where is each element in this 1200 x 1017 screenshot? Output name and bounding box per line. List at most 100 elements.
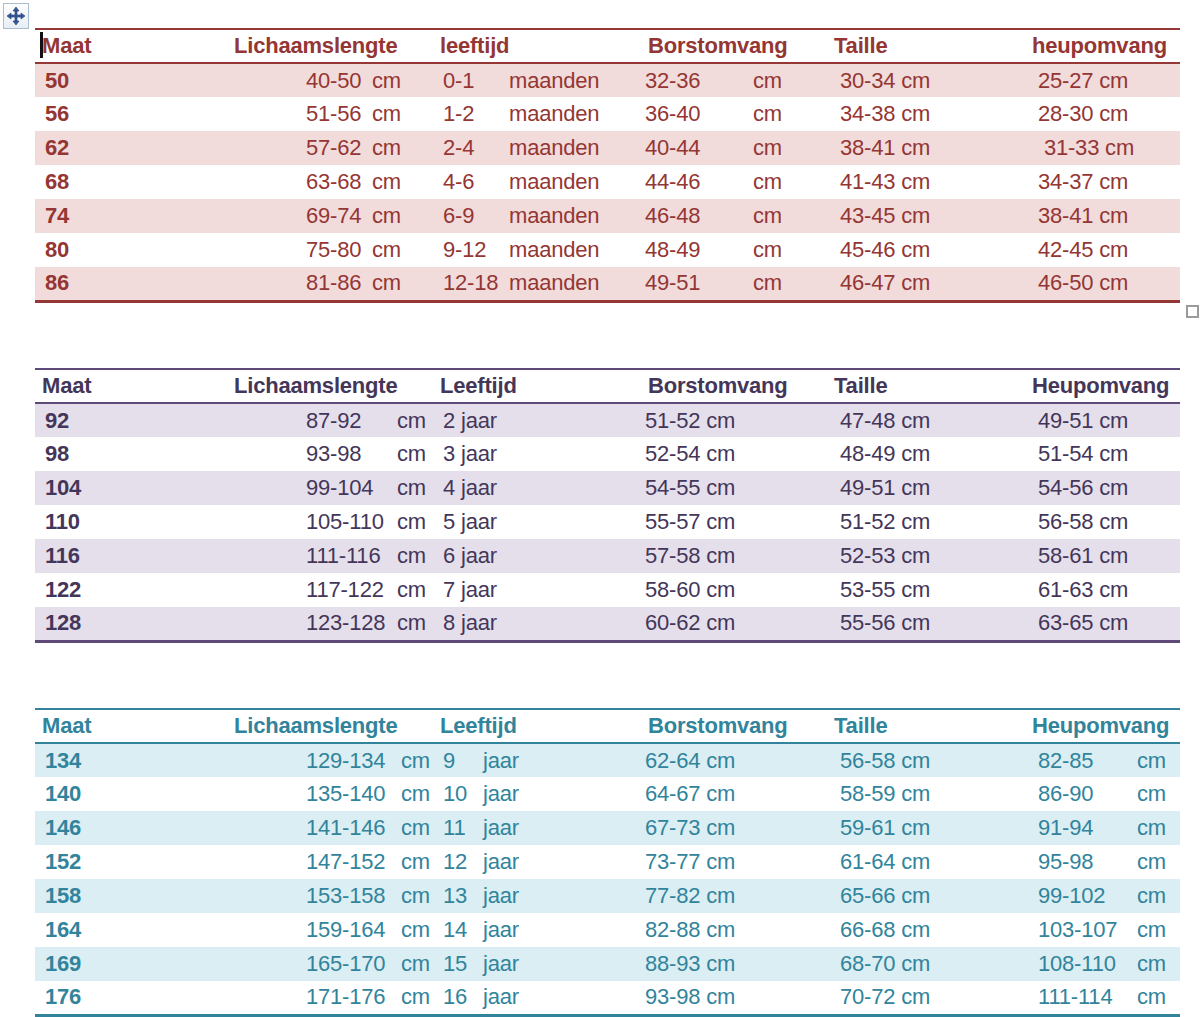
table-row: 146141-146cm11jaar67-73 cm59-61 cm91-94c… [35,811,1180,845]
cell-heupomvang: 54-56 cm [1030,471,1180,505]
value-range: 87-92 [306,408,397,434]
header-row: MaatLichaamslengteLeeftijdBorstomvangTai… [35,709,1180,743]
cell-lichaamslengte: 51-56cm [230,97,435,131]
column-header-borstomvang: Borstomvang [638,29,828,63]
value-range: 111-116 [306,543,397,569]
cell-lichaamslengte: 123-128cm [230,607,435,641]
table-row: 110105-110cm5 jaar55-57 cm51-52 cm56-58 … [35,505,1180,539]
value-range: 2-4 [443,135,509,161]
cell-heupomvang: 38-41 cm [1030,199,1180,233]
column-header-taille: Taille [828,29,1030,63]
cell-lichaamslengte: 87-92cm [230,403,435,437]
value-range: 95-98 [1038,849,1137,875]
cell-taille: 38-41 cm [828,131,1030,165]
column-header-taille: Taille [828,709,1030,743]
value-unit: cm [753,68,782,93]
cell-taille: 49-51 cm [828,471,1030,505]
cell-lichaamslengte: 105-110cm [230,505,435,539]
cell-leeftijd: 16jaar [435,981,638,1015]
value-unit: maanden [509,68,599,93]
cell-leeftijd: 9-12maanden [435,233,638,267]
value-range: 40-44 [645,135,753,161]
cell-maat: 116 [35,539,230,573]
value-unit: jaar [483,849,519,874]
cell-heupomvang: 46-50 cm [1030,267,1180,301]
value-range: 9 [443,748,483,774]
cell-heupomvang: 91-94cm [1030,811,1180,845]
table-move-handle[interactable] [3,3,29,29]
cell-taille: 53-55 cm [828,573,1030,607]
table-row: 6863-68cm4-6maanden44-46cm41-43 cm34-37 … [35,165,1180,199]
table-row: 128123-128cm8 jaar60-62 cm55-56 cm63-65 … [35,607,1180,641]
cell-maat: 92 [35,403,230,437]
value-unit: jaar [483,781,519,806]
table-row: 116111-116cm6 jaar57-58 cm52-53 cm58-61 … [35,539,1180,573]
cell-taille: 45-46 cm [828,233,1030,267]
value-unit: jaar [483,815,519,840]
cell-taille: 51-52 cm [828,505,1030,539]
value-range: 51-56 [306,101,372,127]
column-header-leeftijd: Leeftijd [435,709,638,743]
cell-leeftijd: 15jaar [435,947,638,981]
column-header-leeftijd: Leeftijd [435,369,638,403]
value-range: 69-74 [306,203,372,229]
table-resize-handle[interactable] [1186,305,1199,318]
value-range: 75-80 [306,237,372,263]
cell-heupomvang: 34-37 cm [1030,165,1180,199]
value-unit: cm [1137,917,1166,942]
cell-heupomvang: 82-85cm [1030,743,1180,777]
value-unit: cm [372,270,401,295]
cell-leeftijd: 10jaar [435,777,638,811]
cell-borstomvang: 93-98 cm [638,981,828,1015]
value-unit: cm [401,781,430,806]
value-range: 6-9 [443,203,509,229]
cell-borstomvang: 64-67 cm [638,777,828,811]
size-table-teens: MaatLichaamslengteLeeftijdBorstomvangTai… [35,708,1180,1017]
value-unit: cm [753,135,782,160]
value-unit: cm [753,169,782,194]
value-range: 16 [443,984,483,1010]
value-range: 4-6 [443,169,509,195]
value-unit: cm [753,203,782,228]
value-range: 82-85 [1038,748,1137,774]
cell-heupomvang: 56-58 cm [1030,505,1180,539]
value-unit: cm [401,748,430,773]
move-arrows-icon [6,6,26,26]
header-row: MaatLichaamslengteleeftijdBorstomvangTai… [35,29,1180,63]
cell-taille: 46-47 cm [828,267,1030,301]
cell-taille: 56-58 cm [828,743,1030,777]
value-unit: maanden [509,237,599,262]
cell-leeftijd: 6-9maanden [435,199,638,233]
cell-maat: 110 [35,505,230,539]
cell-leeftijd: 6 jaar [435,539,638,573]
cell-borstomvang: 77-82 cm [638,879,828,913]
cell-lichaamslengte: 111-116cm [230,539,435,573]
value-unit: maanden [509,135,599,160]
value-range: 153-158 [306,883,401,909]
table-row: 122117-122cm7 jaar58-60 cm53-55 cm61-63 … [35,573,1180,607]
cell-heupomvang: 99-102cm [1030,879,1180,913]
cell-taille: 41-43 cm [828,165,1030,199]
cell-heupomvang: 25-27 cm [1030,63,1180,97]
column-header-lichaamslengte: Lichaamslengte [230,709,435,743]
column-header-heupomvang: Heupomvang [1030,709,1180,743]
column-header-borstomvang: Borstomvang [638,709,828,743]
cell-leeftijd: 2 jaar [435,403,638,437]
value-unit: cm [397,441,426,466]
cell-leeftijd: 8 jaar [435,607,638,641]
value-range: 40-50 [306,68,372,94]
cell-borstomvang: 58-60 cm [638,573,828,607]
cell-maat: 80 [35,233,230,267]
table-row: 152147-152cm12jaar73-77 cm61-64 cm95-98c… [35,845,1180,879]
value-unit: cm [401,849,430,874]
cell-borstomvang: 73-77 cm [638,845,828,879]
cell-maat: 152 [35,845,230,879]
value-range: 15 [443,951,483,977]
cell-lichaamslengte: 99-104cm [230,471,435,505]
cell-maat: 146 [35,811,230,845]
value-range: 129-134 [306,748,401,774]
cell-taille: 61-64 cm [828,845,1030,879]
cell-borstomvang: 32-36cm [638,63,828,97]
cell-heupomvang: 61-63 cm [1030,573,1180,607]
table-row: 164159-164cm14jaar82-88 cm66-68 cm103-10… [35,913,1180,947]
